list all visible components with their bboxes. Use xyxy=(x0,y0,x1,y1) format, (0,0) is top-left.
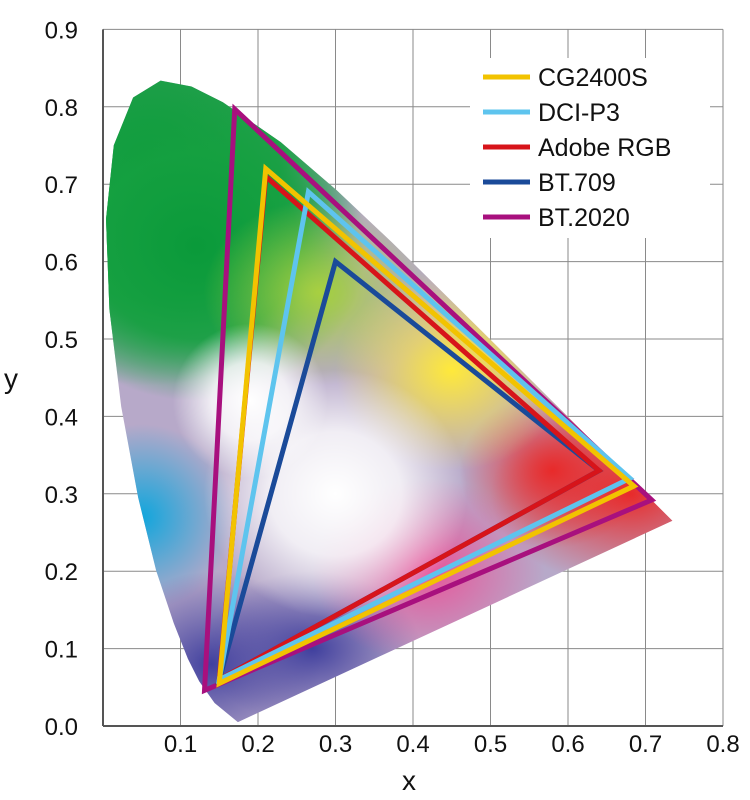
legend-label: BT.2020 xyxy=(538,204,630,232)
legend-label: CG2400S xyxy=(538,64,648,92)
legend: CG2400S DCI-P3 Adobe RGB BT.709 BT.2020 xyxy=(470,58,710,238)
x-tick-label: 0.8 xyxy=(706,731,739,758)
x-tick-label: 0.4 xyxy=(396,731,429,758)
legend-label: Adobe RGB xyxy=(538,134,671,162)
tick-labels: 0.1 0.2 0.3 0.4 0.5 0.6 0.7 0.8 0.0 0.1 0.2 0.3 0.4 0… xyxy=(45,17,740,758)
y-tick-label: 0.2 xyxy=(45,559,78,586)
legend-item: CG2400S xyxy=(483,64,648,92)
legend-item: BT.709 xyxy=(483,169,616,197)
y-tick-label: 0.0 xyxy=(45,714,78,741)
x-tick-label: 0.2 xyxy=(241,731,274,758)
legend-label: DCI-P3 xyxy=(538,99,620,127)
legend-item: DCI-P3 xyxy=(483,99,620,127)
y-tick-label: 0.4 xyxy=(45,404,78,431)
y-tick-label: 0.9 xyxy=(45,17,78,44)
y-axis-title: y xyxy=(4,363,18,394)
series-cg2400s-triangle xyxy=(216,163,639,688)
legend-item: Adobe RGB xyxy=(483,134,671,162)
legend-item: BT.2020 xyxy=(483,204,630,232)
y-tick-label: 0.1 xyxy=(45,637,78,664)
y-tick-label: 0.5 xyxy=(45,327,78,354)
y-tick-label: 0.8 xyxy=(45,95,78,122)
series-layer xyxy=(201,103,657,695)
series-dci-p3-triangle xyxy=(215,187,635,684)
x-tick-label: 0.6 xyxy=(551,731,584,758)
y-tick-label: 0.7 xyxy=(45,172,78,199)
color-blend xyxy=(172,323,328,479)
x-tick-label: 0.7 xyxy=(629,731,662,758)
axes xyxy=(102,29,723,727)
x-tick-label: 0.5 xyxy=(474,731,507,758)
x-tick-label: 0.3 xyxy=(319,731,352,758)
y-tick-label: 0.6 xyxy=(45,250,78,277)
series-bt-2020-triangle xyxy=(201,103,657,695)
x-tick-label: 0.1 xyxy=(164,731,197,758)
x-axis-title: x xyxy=(402,765,416,796)
legend-label: BT.709 xyxy=(538,169,616,197)
y-tick-label: 0.3 xyxy=(45,482,78,509)
